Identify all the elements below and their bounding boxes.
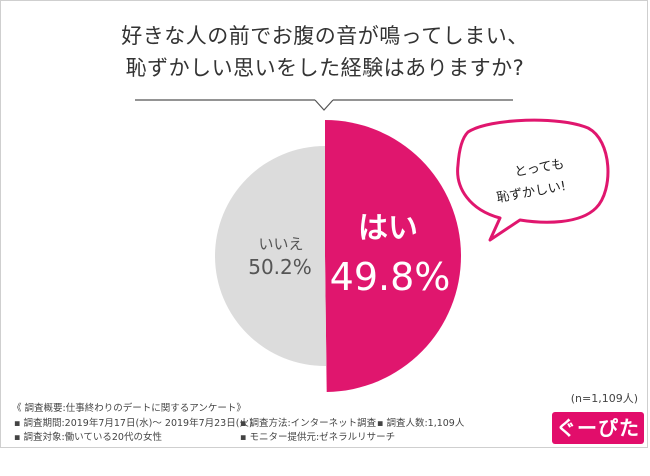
title-callout-pointer [135, 99, 513, 111]
survey-period: ▪ 調査期間:2019年7月17日(水)〜 2019年7月23日(火) [14, 418, 253, 429]
sample-size: (n=1,109人) [570, 392, 638, 405]
slice-value-no: 50.2% [248, 255, 312, 279]
slice-value-yes: 49.8% [330, 255, 451, 299]
pie-chart: はい 49.8% いいえ 50.2% とっても 恥ずかしい! [214, 118, 610, 392]
survey-heading: 《 調査概要:仕事終わりのデートに関するアンケート》 [12, 403, 246, 414]
slice-label-no: いいえ [258, 235, 303, 253]
chart-frame [0, 0, 648, 448]
pie-slice-yes [325, 120, 461, 392]
chart-title-line2: 恥ずかしい思いをした経験はありますか? [125, 56, 525, 80]
survey-provider: ▪ モニター提供元:ゼネラルリサーチ [240, 432, 396, 443]
survey-method: ▪ 調査方法:インターネット調査 [240, 418, 377, 429]
gupitta-logo: ぐーぴたっ [552, 412, 644, 472]
survey-target: ▪ 調査対象:働いている20代の女性 [14, 432, 162, 443]
speech-bubble: とっても 恥ずかしい! [456, 118, 610, 242]
chart-title-line1: 好きな人の前でお腹の音が鳴ってしまい、 [121, 24, 529, 48]
survey-count: ▪ 調査人数:1,109人 [377, 418, 465, 429]
pie-slice-no [214, 146, 327, 366]
slice-label-yes: はい [358, 211, 418, 246]
